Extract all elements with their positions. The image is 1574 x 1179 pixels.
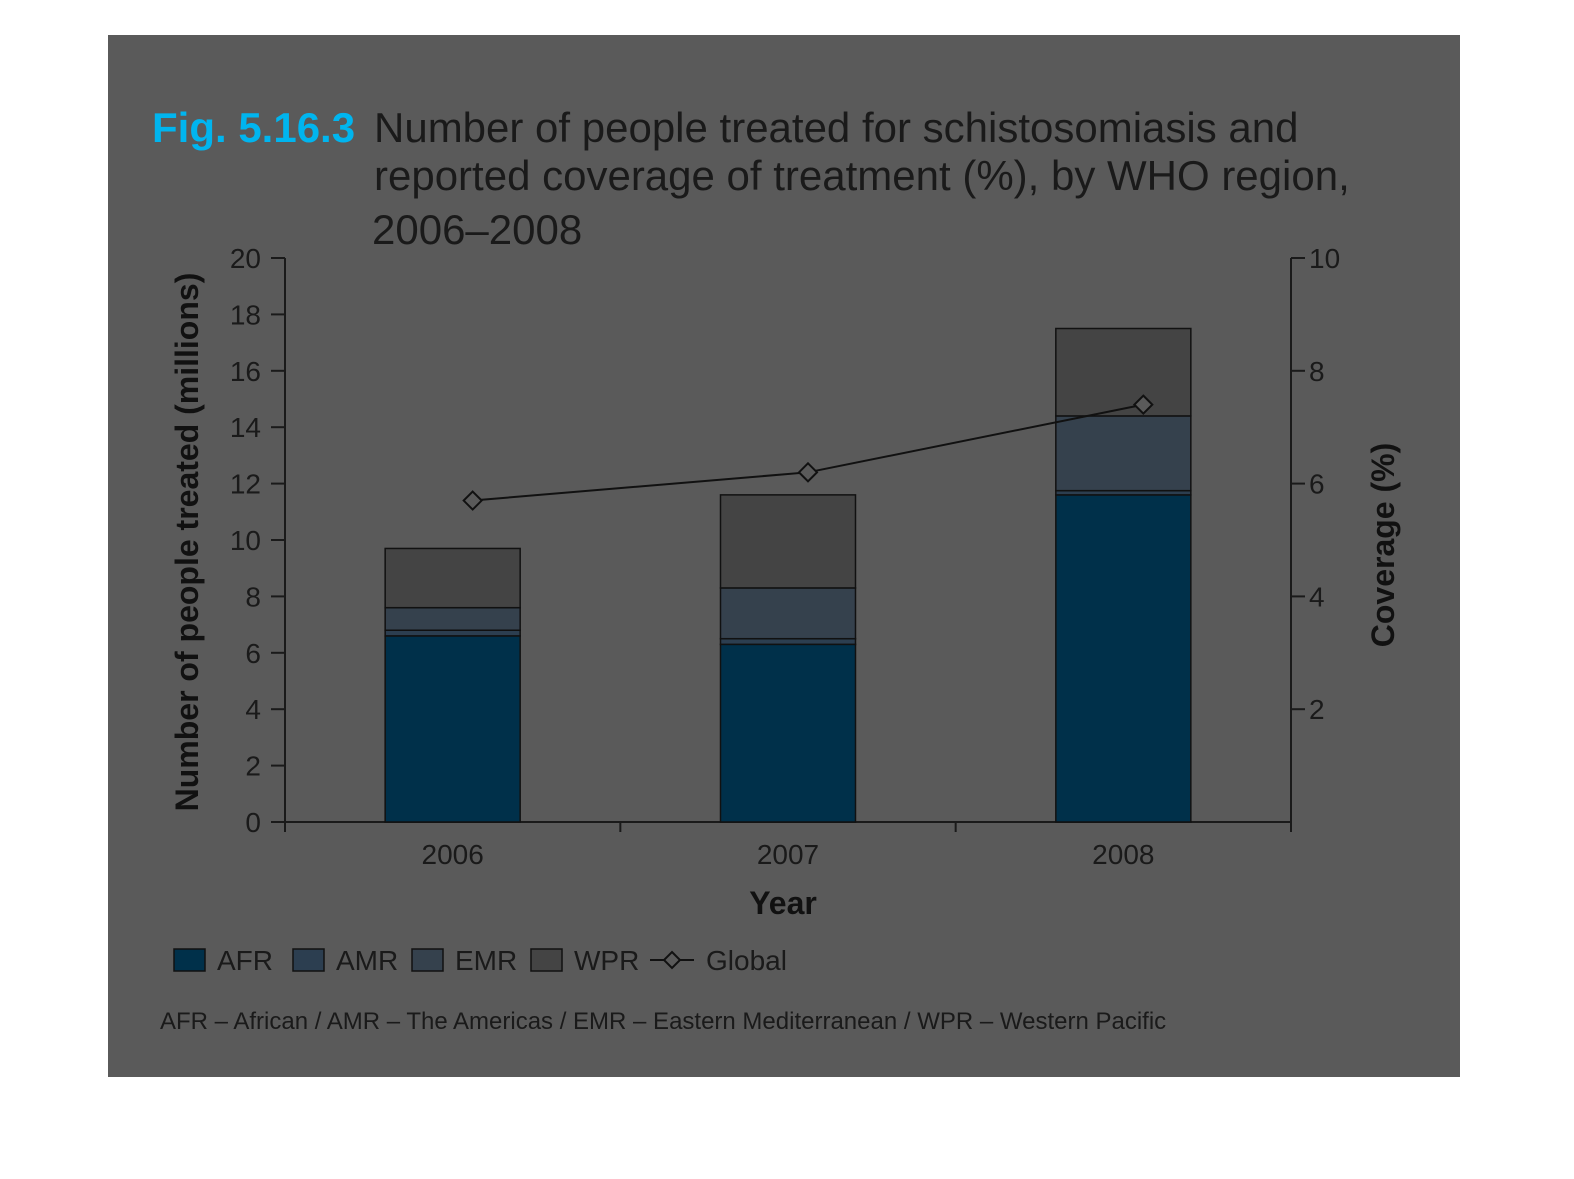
- y-tick-left-label: 10: [230, 525, 261, 556]
- y-tick-right-label: 4: [1309, 581, 1325, 612]
- legend-label-afr: AFR: [217, 945, 273, 976]
- footnote: AFR – African / AMR – The Americas / EMR…: [160, 1008, 1166, 1035]
- plot-area: 0 2 4 6 8 10 12 14 16 18 20 2 4 6 8 10 2006 2007 2008: [230, 243, 1340, 870]
- bar-emr: [384, 606, 521, 631]
- x-tick-label: 2006: [422, 839, 484, 870]
- bar-amr: [719, 637, 857, 646]
- legend-label-global: Global: [706, 945, 787, 976]
- legend: AFR AMR EMR WPR Global: [173, 945, 787, 976]
- y-axis-title-left: Number of people treated (millions): [169, 273, 205, 812]
- title-line-1: Number of people treated for schistosomi…: [374, 104, 1298, 151]
- x-axis-title: Year: [749, 885, 817, 921]
- legend-swatch-amr: [292, 948, 325, 972]
- legend-swatch-afr: [173, 948, 206, 972]
- figure-label: Fig. 5.16.3: [152, 104, 355, 151]
- title-line-3: 2006–2008: [372, 206, 582, 253]
- y-axis-title-right: Coverage (%): [1365, 443, 1401, 648]
- y-tick-left-label: 0: [245, 807, 261, 838]
- bar-afr: [719, 643, 857, 823]
- y-tick-left-label: 16: [230, 356, 261, 387]
- bar-afr: [384, 635, 521, 823]
- legend-label-emr: EMR: [455, 945, 517, 976]
- legend-label-wpr: WPR: [574, 945, 639, 976]
- x-tick-label: 2008: [1092, 839, 1154, 870]
- y-tick-left-label: 2: [245, 751, 261, 782]
- title-line-2: reported coverage of treatment (%), by W…: [374, 152, 1350, 199]
- legend-swatch-emr: [411, 948, 444, 972]
- y-tick-left-label: 14: [230, 412, 261, 443]
- bar-afr: [1055, 494, 1192, 823]
- bar-wpr: [719, 494, 857, 589]
- y-tick-left-label: 20: [230, 243, 261, 274]
- legend-label-amr: AMR: [336, 945, 398, 976]
- x-tick-label: 2007: [757, 839, 819, 870]
- bar-wpr: [1055, 327, 1192, 417]
- global-coverage-point: [797, 461, 819, 483]
- y-tick-left-label: 12: [230, 469, 261, 500]
- bar-emr: [719, 587, 857, 640]
- y-tick-right-label: 8: [1309, 356, 1325, 387]
- bar-wpr: [384, 547, 521, 609]
- legend-swatch-wpr: [530, 948, 563, 972]
- global-coverage-point: [1132, 394, 1154, 416]
- bar-emr: [1055, 415, 1192, 492]
- bar-amr: [384, 629, 521, 637]
- y-tick-right-label: 10: [1309, 243, 1340, 274]
- y-tick-left-label: 8: [245, 581, 261, 612]
- legend-swatch-global-marker: [662, 950, 682, 970]
- y-tick-right-label: 2: [1309, 694, 1325, 725]
- y-tick-right-label: 6: [1309, 469, 1325, 500]
- y-tick-left-label: 18: [230, 299, 261, 330]
- y-tick-left-label: 6: [245, 638, 261, 669]
- global-coverage-point: [462, 490, 484, 511]
- y-tick-left-label: 4: [245, 694, 261, 725]
